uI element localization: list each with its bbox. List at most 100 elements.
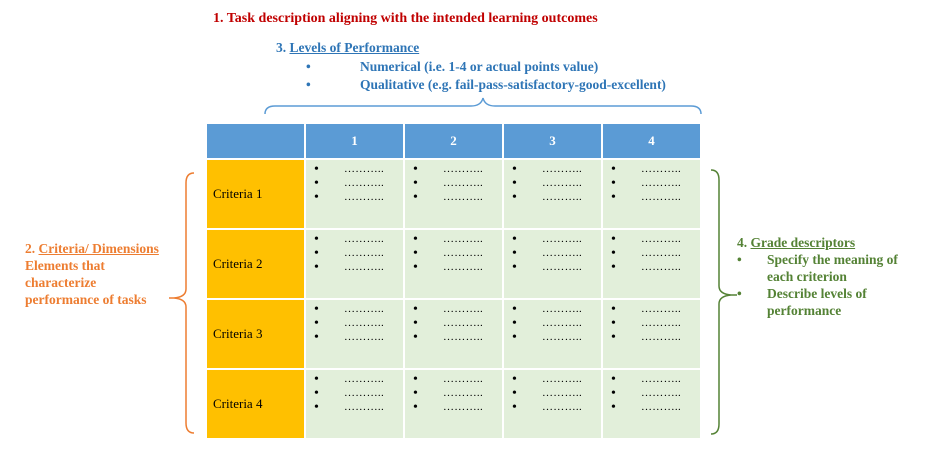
criteria-row: Criteria 4 • ……….. • ……….. • ……….. • ……….. • ………..… xyxy=(206,369,701,439)
grade-descriptors-item: • Specify the meaning of each criterion xyxy=(737,251,898,285)
task-description-heading: 1. Task description aligning with the in… xyxy=(213,11,598,27)
placeholder-dots: ……….. xyxy=(641,302,681,316)
descriptor-cell: • ……….. • ……….. • ……….. xyxy=(404,229,503,299)
descriptor-item: • ……….. xyxy=(306,192,403,206)
bullet: • xyxy=(512,401,517,415)
levels-item-numerical: Numerical (i.e. 1-4 or actual points val… xyxy=(360,59,598,74)
descriptor-list: • ……….. • ……….. • ……….. xyxy=(504,234,601,276)
levels-heading-text: Levels of Performance xyxy=(290,40,420,55)
levels-list-item: • Qualitative (e.g. fail-pass-satisfactor… xyxy=(302,76,666,94)
criteria-label-line: characterize xyxy=(25,274,159,291)
placeholder-dots: ……….. xyxy=(344,372,384,386)
descriptor-cell: • ……….. • ……….. • ……….. xyxy=(305,369,404,439)
placeholder-dots: ……….. xyxy=(443,316,483,330)
descriptor-list: • ……….. • ……….. • ……….. xyxy=(405,234,502,276)
placeholder-dots: ……….. xyxy=(344,316,384,330)
bullet: • xyxy=(314,331,319,345)
descriptor-item: • ……….. xyxy=(405,192,502,206)
bullet: • xyxy=(512,233,517,247)
rubric-body: Criteria 1 • ……….. • ……….. • ……….. • ……….. • ………..… xyxy=(206,159,701,439)
bullet: • xyxy=(611,387,616,401)
placeholder-dots: ……….. xyxy=(641,162,681,176)
placeholder-dots: ……….. xyxy=(542,232,582,246)
descriptor-list: • ……….. • ……….. • ……….. xyxy=(405,164,502,206)
placeholder-dots: ……….. xyxy=(542,176,582,190)
bullet: • xyxy=(314,401,319,415)
bullet: • xyxy=(314,177,319,191)
placeholder-dots: ……….. xyxy=(443,260,483,274)
criteria-label-cell: Criteria 2 xyxy=(206,229,305,299)
grade-descriptors-item: • Describe levels of performance xyxy=(737,285,898,319)
bullet: • xyxy=(413,247,418,261)
bullet: • xyxy=(611,373,616,387)
bullet: • xyxy=(512,191,517,205)
placeholder-dots: ……….. xyxy=(542,400,582,414)
placeholder-dots: ……….. xyxy=(443,372,483,386)
bullet: • xyxy=(512,317,517,331)
descriptor-cell: • ……….. • ……….. • ……….. xyxy=(404,299,503,369)
placeholder-dots: ……….. xyxy=(542,316,582,330)
descriptor-item: • ……….. xyxy=(405,262,502,276)
placeholder-dots: ……….. xyxy=(542,260,582,274)
grade-descriptors-list: • Specify the meaning of each criterion • D… xyxy=(737,251,898,319)
placeholder-dots: ……….. xyxy=(443,386,483,400)
placeholder-dots: ……….. xyxy=(344,386,384,400)
descriptor-list: • ……….. • ……….. • ……….. xyxy=(603,304,700,346)
placeholder-dots: ……….. xyxy=(443,330,483,344)
descriptor-item: • ……….. xyxy=(504,262,601,276)
descriptor-cell: • ……….. • ……….. • ……….. xyxy=(602,369,701,439)
bullet: • xyxy=(413,387,418,401)
bullet: • xyxy=(413,177,418,191)
bullet: • xyxy=(611,401,616,415)
descriptor-item: • ……….. xyxy=(405,402,502,416)
placeholder-dots: ……….. xyxy=(641,190,681,204)
bullet: • xyxy=(611,261,616,275)
grade-item-line: Describe levels of xyxy=(767,286,867,301)
placeholder-dots: ……….. xyxy=(641,400,681,414)
placeholder-dots: ……….. xyxy=(344,302,384,316)
descriptor-item: • ……….. xyxy=(504,332,601,346)
descriptor-cell: • ……….. • ……….. • ……….. xyxy=(503,229,602,299)
placeholder-dots: ……….. xyxy=(542,386,582,400)
grade-label-heading: Grade descriptors xyxy=(751,235,856,250)
bullet: • xyxy=(314,247,319,261)
descriptor-item: • ……….. xyxy=(603,192,700,206)
descriptor-list: • ……….. • ……….. • ……….. xyxy=(405,374,502,416)
placeholder-dots: ……….. xyxy=(344,162,384,176)
bullet: • xyxy=(314,163,319,177)
header-row: 1 2 3 4 xyxy=(206,123,701,159)
bullet: • xyxy=(314,317,319,331)
criteria-label-line: performance of tasks xyxy=(25,291,159,308)
placeholder-dots: ……….. xyxy=(344,190,384,204)
criteria-label-line: Elements that xyxy=(25,257,159,274)
bullet: • xyxy=(512,387,517,401)
placeholder-dots: ……….. xyxy=(641,260,681,274)
level-header-4: 4 xyxy=(602,123,701,159)
bullet: • xyxy=(737,285,742,302)
bullet: • xyxy=(512,331,517,345)
descriptor-list: • ……….. • ……….. • ……….. xyxy=(603,374,700,416)
bullet: • xyxy=(737,251,742,268)
levels-list: • Numerical (i.e. 1-4 or actual points va… xyxy=(276,58,666,94)
placeholder-dots: ……….. xyxy=(542,162,582,176)
bullet: • xyxy=(413,401,418,415)
bullet: • xyxy=(314,303,319,317)
placeholder-dots: ……….. xyxy=(443,176,483,190)
bullet: • xyxy=(314,261,319,275)
bullet: • xyxy=(611,317,616,331)
descriptor-cell: • ……….. • ……….. • ……….. xyxy=(503,369,602,439)
descriptor-list: • ……….. • ……….. • ……….. xyxy=(504,304,601,346)
descriptor-item: • ……….. xyxy=(504,402,601,416)
descriptor-cell: • ……….. • ……….. • ……….. xyxy=(602,229,701,299)
descriptor-list: • ……….. • ……….. • ……….. xyxy=(405,304,502,346)
placeholder-dots: ……….. xyxy=(542,372,582,386)
bullet: • xyxy=(413,191,418,205)
criteria-brace xyxy=(168,171,198,435)
rubric-table: 1 2 3 4 Criteria 1 • ……….. • ……….. • ……….. • ………… xyxy=(205,122,702,440)
placeholder-dots: ……….. xyxy=(641,176,681,190)
descriptor-cell: • ……….. • ……….. • ……….. xyxy=(305,159,404,229)
levels-brace xyxy=(263,97,703,117)
placeholder-dots: ……….. xyxy=(542,302,582,316)
grade-descriptors-label: 4. Grade descriptors • Specify the meanin… xyxy=(737,234,898,319)
descriptor-list: • ……….. • ……….. • ……….. xyxy=(306,164,403,206)
